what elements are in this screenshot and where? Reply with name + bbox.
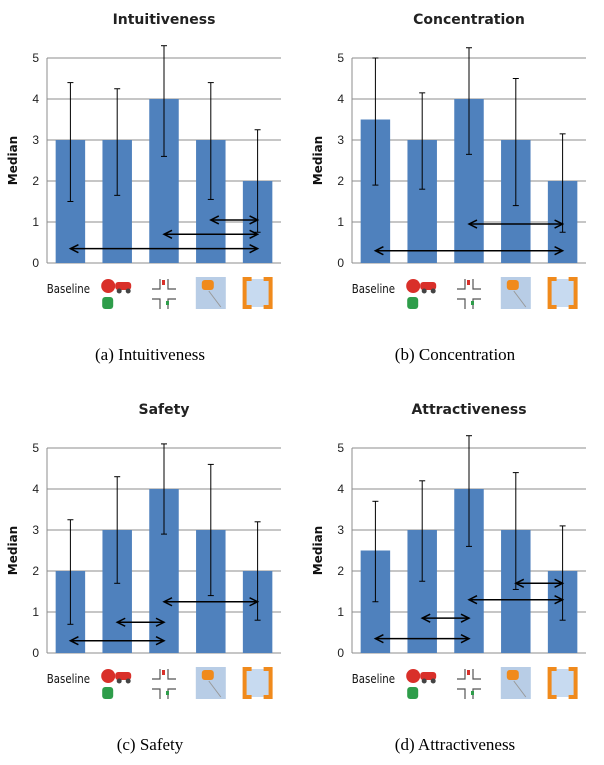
y-tick-label: 3 [32,523,39,537]
figure-caption: (b) Concentration [395,345,516,364]
figure-caption: (d) Attractiveness [395,735,515,754]
y-tick-label: 0 [32,256,39,270]
intersection-icon [457,669,481,699]
arrow-head-right [155,636,166,646]
chart-panel-intuitiveness: Intuitiveness Median 0 1 2 3 4 5 Baseline (a) Int… [5,0,295,372]
arrow-head-right [155,617,166,627]
chart-attractiveness: Attractiveness Median 0 1 2 3 4 5 Baseline (d) At… [311,402,586,754]
y-tick-label: 5 [337,51,344,65]
chart-intuitiveness: Intuitiveness Median 0 1 2 3 4 5 Baseline (a) Int… [6,12,281,364]
arrow-head-left [467,219,478,229]
y-axis-label: Median [311,526,325,575]
y-tick-label: 4 [337,92,344,106]
stop-sign-car-icon [101,669,132,699]
car-alert-icon [195,667,226,699]
y-tick-label: 1 [32,605,39,619]
y-tick-label: 5 [32,51,39,65]
arrow-head-right [554,578,565,588]
category-label: Baseline [47,282,90,296]
arrow-head-right [554,246,565,256]
chart-title: Concentration [413,12,525,28]
y-tick-label: 0 [32,646,39,660]
stop-sign-car-icon [101,279,132,309]
y-tick-label: 0 [337,646,344,660]
car-alert-icon [500,667,531,699]
corner-brackets-icon [242,667,273,699]
intersection-icon [152,279,176,309]
category-label: Baseline [352,282,395,296]
category-label: Baseline [352,672,395,686]
y-tick-label: 3 [32,133,39,147]
arrow-head-left [162,597,173,607]
arrow-head-left [514,578,525,588]
y-axis-label: Median [6,136,20,185]
chart-title: Attractiveness [411,402,526,418]
corner-brackets-icon [547,667,578,699]
intersection-icon [152,669,176,699]
arrow-head-left [373,246,384,256]
y-tick-label: 2 [32,564,39,578]
y-tick-label: 5 [32,441,39,455]
category-label: Baseline [47,672,90,686]
y-tick-label: 1 [32,215,39,229]
arrow-head-right [249,215,260,225]
arrow-head-right [249,243,260,254]
y-tick-label: 4 [337,482,344,496]
y-axis-label: Median [6,526,20,575]
y-tick-label: 4 [32,92,39,106]
corner-brackets-icon [547,277,578,309]
figure-caption: (c) Safety [117,735,184,754]
arrow-head-left [115,617,126,627]
arrow-head-left [420,613,431,623]
y-tick-label: 3 [337,133,344,147]
arrow-head-right [249,229,260,239]
y-tick-label: 3 [337,523,344,537]
car-alert-icon [195,277,226,309]
arrow-head-right [554,219,565,229]
arrow-head-left [68,243,79,254]
stop-sign-car-icon [406,669,437,699]
chart-safety: Safety Median 0 1 2 3 4 5 Baseline (c) Safety [6,402,281,754]
stop-sign-car-icon [406,279,437,309]
corner-brackets-icon [242,277,273,309]
chart-title: Safety [139,402,190,418]
y-tick-label: 2 [337,564,344,578]
chart-concentration: Concentration Median 0 1 2 3 4 5 Baseline (b) Con… [311,12,586,364]
chart-panel-attractiveness: Attractiveness Median 0 1 2 3 4 5 Baseline (d) At… [310,390,600,762]
arrow-head-left [373,633,384,644]
arrow-head-right [460,613,471,623]
intersection-icon [457,279,481,309]
arrow-head-left [467,595,478,605]
figure-caption: (a) Intuitiveness [95,345,205,364]
y-tick-label: 1 [337,215,344,229]
chart-panel-concentration: Concentration Median 0 1 2 3 4 5 Baseline (b) Con… [310,0,600,372]
arrow-head-right [460,633,471,644]
y-tick-label: 2 [337,174,344,188]
arrow-head-left [68,636,79,646]
y-tick-label: 0 [337,256,344,270]
arrow-head-right [554,595,565,605]
arrow-head-right [249,597,260,607]
y-tick-label: 5 [337,441,344,455]
chart-panel-safety: Safety Median 0 1 2 3 4 5 Baseline (c) Safety [5,390,295,762]
y-axis-label: Median [311,136,325,185]
chart-title: Intuitiveness [113,12,216,28]
y-tick-label: 1 [337,605,344,619]
arrow-head-left [162,229,173,239]
car-alert-icon [500,277,531,309]
y-tick-label: 2 [32,174,39,188]
y-tick-label: 4 [32,482,39,496]
arrow-head-left [209,215,220,225]
